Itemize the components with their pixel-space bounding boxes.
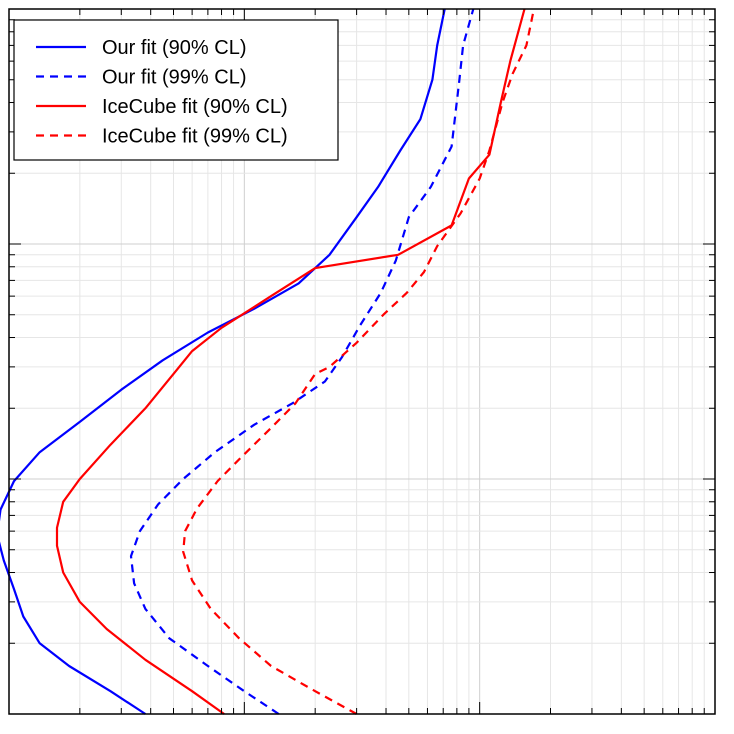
legend: Our fit (90% CL) Our fit (99% CL) IceCube … (13, 19, 339, 161)
series-line-1 (0, 8, 446, 715)
legend-label: IceCube fit (99% CL) (102, 126, 288, 148)
series-line-3 (55, 8, 526, 715)
ticks (8, 9, 715, 715)
legend-box (13, 19, 339, 161)
legend-label: Our fit (90% CL) (102, 37, 246, 59)
plot-frame (8, 8, 716, 715)
legend-label: IceCube fit (90% CL) (102, 96, 288, 118)
series-group (0, 8, 535, 715)
legend-label: Our fit (99% CL) (102, 67, 246, 89)
